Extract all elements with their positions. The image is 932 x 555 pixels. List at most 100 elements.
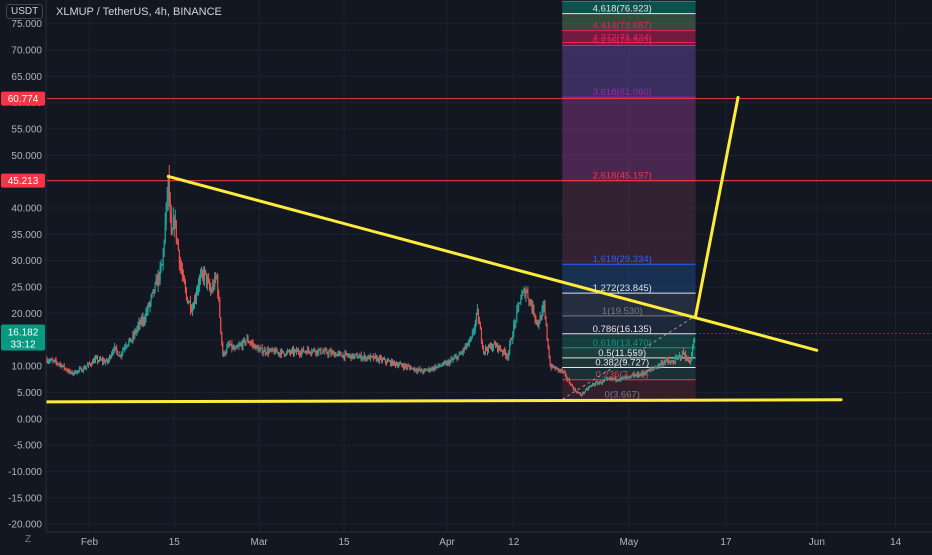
- horizontal-lines[interactable]: [47, 98, 932, 335]
- candle-up: [188, 301, 190, 303]
- candle-up: [508, 351, 510, 358]
- candle-up: [407, 366, 409, 368]
- candle-down: [66, 370, 68, 372]
- candle-down: [282, 350, 284, 354]
- candle-up: [694, 339, 696, 342]
- candle-up: [473, 328, 475, 333]
- candle-down: [547, 338, 549, 349]
- candle-up: [474, 321, 476, 329]
- candle-up: [506, 355, 508, 357]
- candle-up: [342, 354, 344, 358]
- candle-down: [118, 355, 120, 357]
- horizontal-line-price-tag: [1, 173, 45, 188]
- candle-down: [405, 364, 407, 367]
- candle-up: [242, 340, 244, 348]
- candle-down: [395, 362, 397, 366]
- candle-down: [229, 344, 231, 346]
- candle-up: [144, 319, 146, 322]
- candle-up: [632, 375, 634, 377]
- candle-up: [302, 348, 304, 352]
- candle-up: [654, 367, 656, 369]
- candle-down: [288, 350, 290, 353]
- candle-up: [373, 355, 375, 359]
- candle-up: [113, 350, 115, 352]
- horizontal-line-price-label: 45.213: [8, 176, 39, 187]
- candle-up: [363, 355, 365, 358]
- candle-up: [119, 354, 121, 357]
- grid-layer: [47, 0, 932, 532]
- candle-down: [655, 367, 657, 369]
- candle-up: [423, 369, 425, 373]
- trendline[interactable]: [45, 398, 843, 404]
- candle-down: [626, 376, 628, 378]
- fib-trend-line: [561, 315, 696, 400]
- fibonacci-extension[interactable]: 4.764(79.239)4.618(76.923)4.414(73.687)4…: [561, 0, 696, 400]
- fib-band: [562, 333, 696, 348]
- y-axis-panel: [0, 0, 46, 532]
- candle-up: [354, 354, 356, 356]
- candle-down: [309, 351, 311, 353]
- candle-down: [666, 359, 668, 361]
- candle-up: [400, 363, 402, 365]
- candle-up: [367, 355, 369, 359]
- candle-down: [65, 368, 67, 371]
- candle-up: [595, 382, 597, 385]
- candle-up: [462, 348, 464, 353]
- candle-up: [378, 357, 380, 362]
- trendlines[interactable]: [45, 95, 843, 404]
- candle-up: [301, 351, 303, 355]
- candle-down: [534, 315, 536, 318]
- trendline[interactable]: [694, 95, 740, 318]
- candle-down: [438, 364, 440, 367]
- candle-up: [147, 304, 149, 312]
- candle-up: [681, 351, 683, 357]
- candle-up: [53, 360, 55, 362]
- candle-down: [208, 279, 210, 283]
- candle-down: [215, 276, 217, 278]
- candle-up: [453, 357, 455, 360]
- candle-down: [300, 354, 302, 356]
- candle-up: [271, 348, 273, 351]
- candle-down: [306, 351, 308, 354]
- candle-down: [153, 289, 155, 292]
- candle-down: [463, 348, 465, 350]
- candle-down: [384, 358, 386, 362]
- candle-up: [386, 360, 388, 363]
- candle-up: [516, 309, 518, 322]
- trendline[interactable]: [166, 174, 819, 352]
- candle-up: [232, 347, 234, 349]
- candle-up: [150, 296, 152, 303]
- candle-up: [447, 361, 449, 363]
- candle-down: [624, 376, 626, 379]
- candle-up: [81, 371, 83, 373]
- candle-up: [446, 362, 448, 365]
- candle-up: [519, 303, 521, 305]
- candle-down: [327, 353, 329, 355]
- candle-down: [345, 353, 347, 355]
- candle-up: [84, 367, 86, 370]
- fib-level-label: 4.236(70.863): [593, 35, 652, 46]
- current-price-label: 16.182: [8, 328, 39, 339]
- candle-up: [558, 369, 560, 371]
- candle-up: [50, 359, 52, 361]
- timezone-icon[interactable]: Z: [25, 534, 31, 545]
- candle-down: [143, 318, 145, 322]
- candle-down: [419, 368, 421, 371]
- currency-button[interactable]: USDT: [6, 4, 44, 19]
- x-tick-label: May: [619, 537, 638, 548]
- candle-up: [634, 375, 636, 377]
- candle-down: [64, 368, 66, 370]
- candle-down: [479, 324, 481, 330]
- candle-down: [332, 352, 334, 354]
- candle-up: [77, 370, 79, 372]
- candle-down: [264, 349, 266, 354]
- candle-down: [52, 360, 54, 362]
- candle-up: [85, 366, 87, 368]
- x-tick-label: Apr: [439, 537, 455, 548]
- candle-down: [402, 365, 404, 367]
- candle-down: [248, 341, 250, 343]
- candle-up: [616, 380, 618, 382]
- candle-up: [351, 353, 353, 359]
